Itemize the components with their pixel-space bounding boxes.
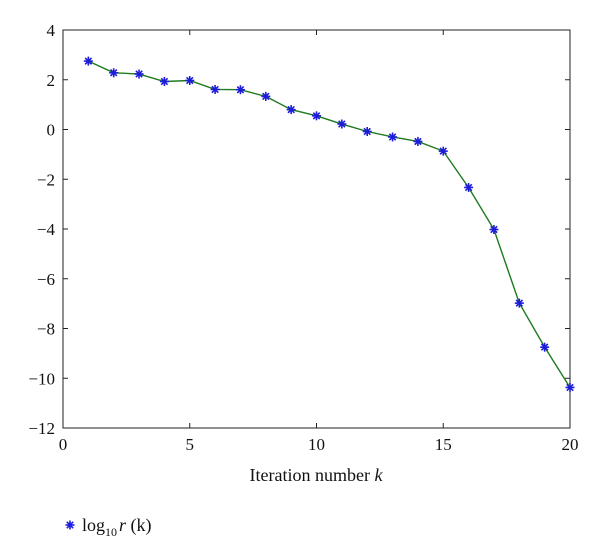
series-markers	[83, 56, 575, 392]
y-tick-label: −8	[37, 320, 55, 339]
series-line	[88, 60, 571, 388]
y-tick-label: −10	[28, 369, 55, 388]
data-point	[312, 111, 321, 121]
data-point	[159, 76, 169, 86]
x-tick-label: 20	[562, 435, 579, 454]
data-point	[540, 342, 550, 352]
data-point	[514, 298, 524, 308]
data-point	[185, 75, 195, 85]
x-tick-label: 15	[435, 435, 452, 454]
data-point	[413, 136, 423, 146]
data-point	[337, 119, 347, 129]
y-tick-label: −6	[37, 270, 55, 289]
legend-marker-symbol	[65, 520, 75, 530]
data-point	[565, 382, 575, 392]
axis-ticks	[62, 29, 571, 429]
x-tick-label: 5	[186, 435, 195, 454]
x-tick-label: 0	[59, 435, 68, 454]
legend: log10 r (k)	[65, 515, 152, 539]
legend-marker	[65, 520, 75, 530]
data-point	[83, 56, 93, 66]
data-point	[261, 91, 271, 101]
y-tick-label: 0	[47, 121, 56, 140]
data-point	[134, 69, 144, 79]
data-point	[489, 224, 499, 234]
data-point	[438, 146, 448, 156]
data-point	[464, 182, 474, 192]
tick-labels: 0 5 10 15 20 −12 −10 −8 −6 −4 −2 0 2 4	[28, 21, 578, 454]
data-point	[362, 126, 372, 136]
y-tick-label: 4	[47, 21, 56, 40]
y-tick-label: −12	[28, 419, 55, 438]
data-point	[210, 84, 220, 94]
data-point	[388, 132, 398, 142]
data-point	[286, 105, 296, 115]
y-tick-label: −2	[37, 170, 55, 189]
data-point	[235, 85, 245, 95]
y-tick-label: −4	[37, 220, 56, 239]
x-tick-label: 10	[308, 435, 325, 454]
legend-label: log10 r (k)	[82, 515, 152, 539]
x-axis-label: Iteration number k	[250, 465, 384, 485]
data-point	[109, 68, 119, 78]
y-tick-label: 2	[47, 71, 56, 90]
